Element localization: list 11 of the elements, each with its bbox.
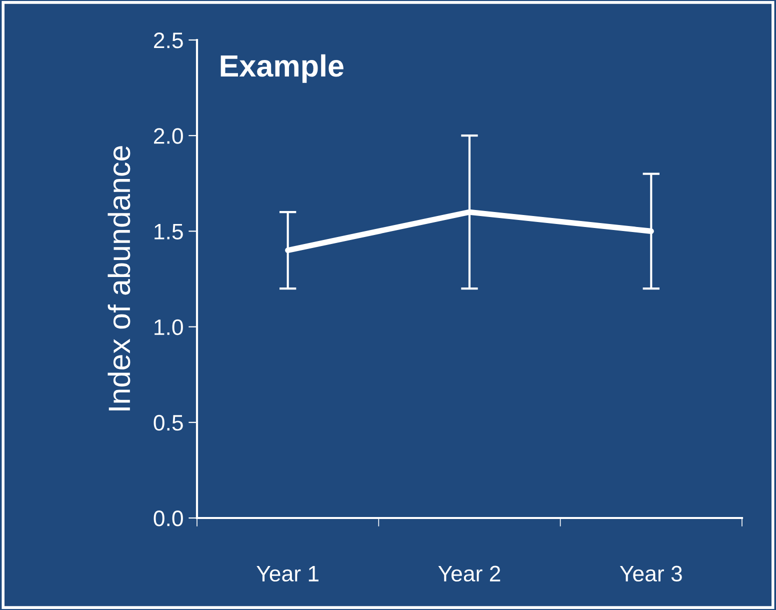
x-tick-label: Year 1 <box>256 566 318 582</box>
y-tick-label: 1.5 <box>154 224 183 240</box>
x-tick-label: Year 2 <box>438 566 500 582</box>
y-tick-label: 0.0 <box>154 510 183 526</box>
y-axis-title: Index of abundance <box>108 146 130 410</box>
y-tick-label: 0.5 <box>154 414 183 431</box>
x-tick-label: Year 3 <box>620 566 682 582</box>
chart-title: Example <box>220 54 344 83</box>
y-tick-label: 2.5 <box>154 32 183 48</box>
y-tick-label: 2.0 <box>154 128 183 144</box>
y-tick-label: 1.0 <box>154 319 183 336</box>
